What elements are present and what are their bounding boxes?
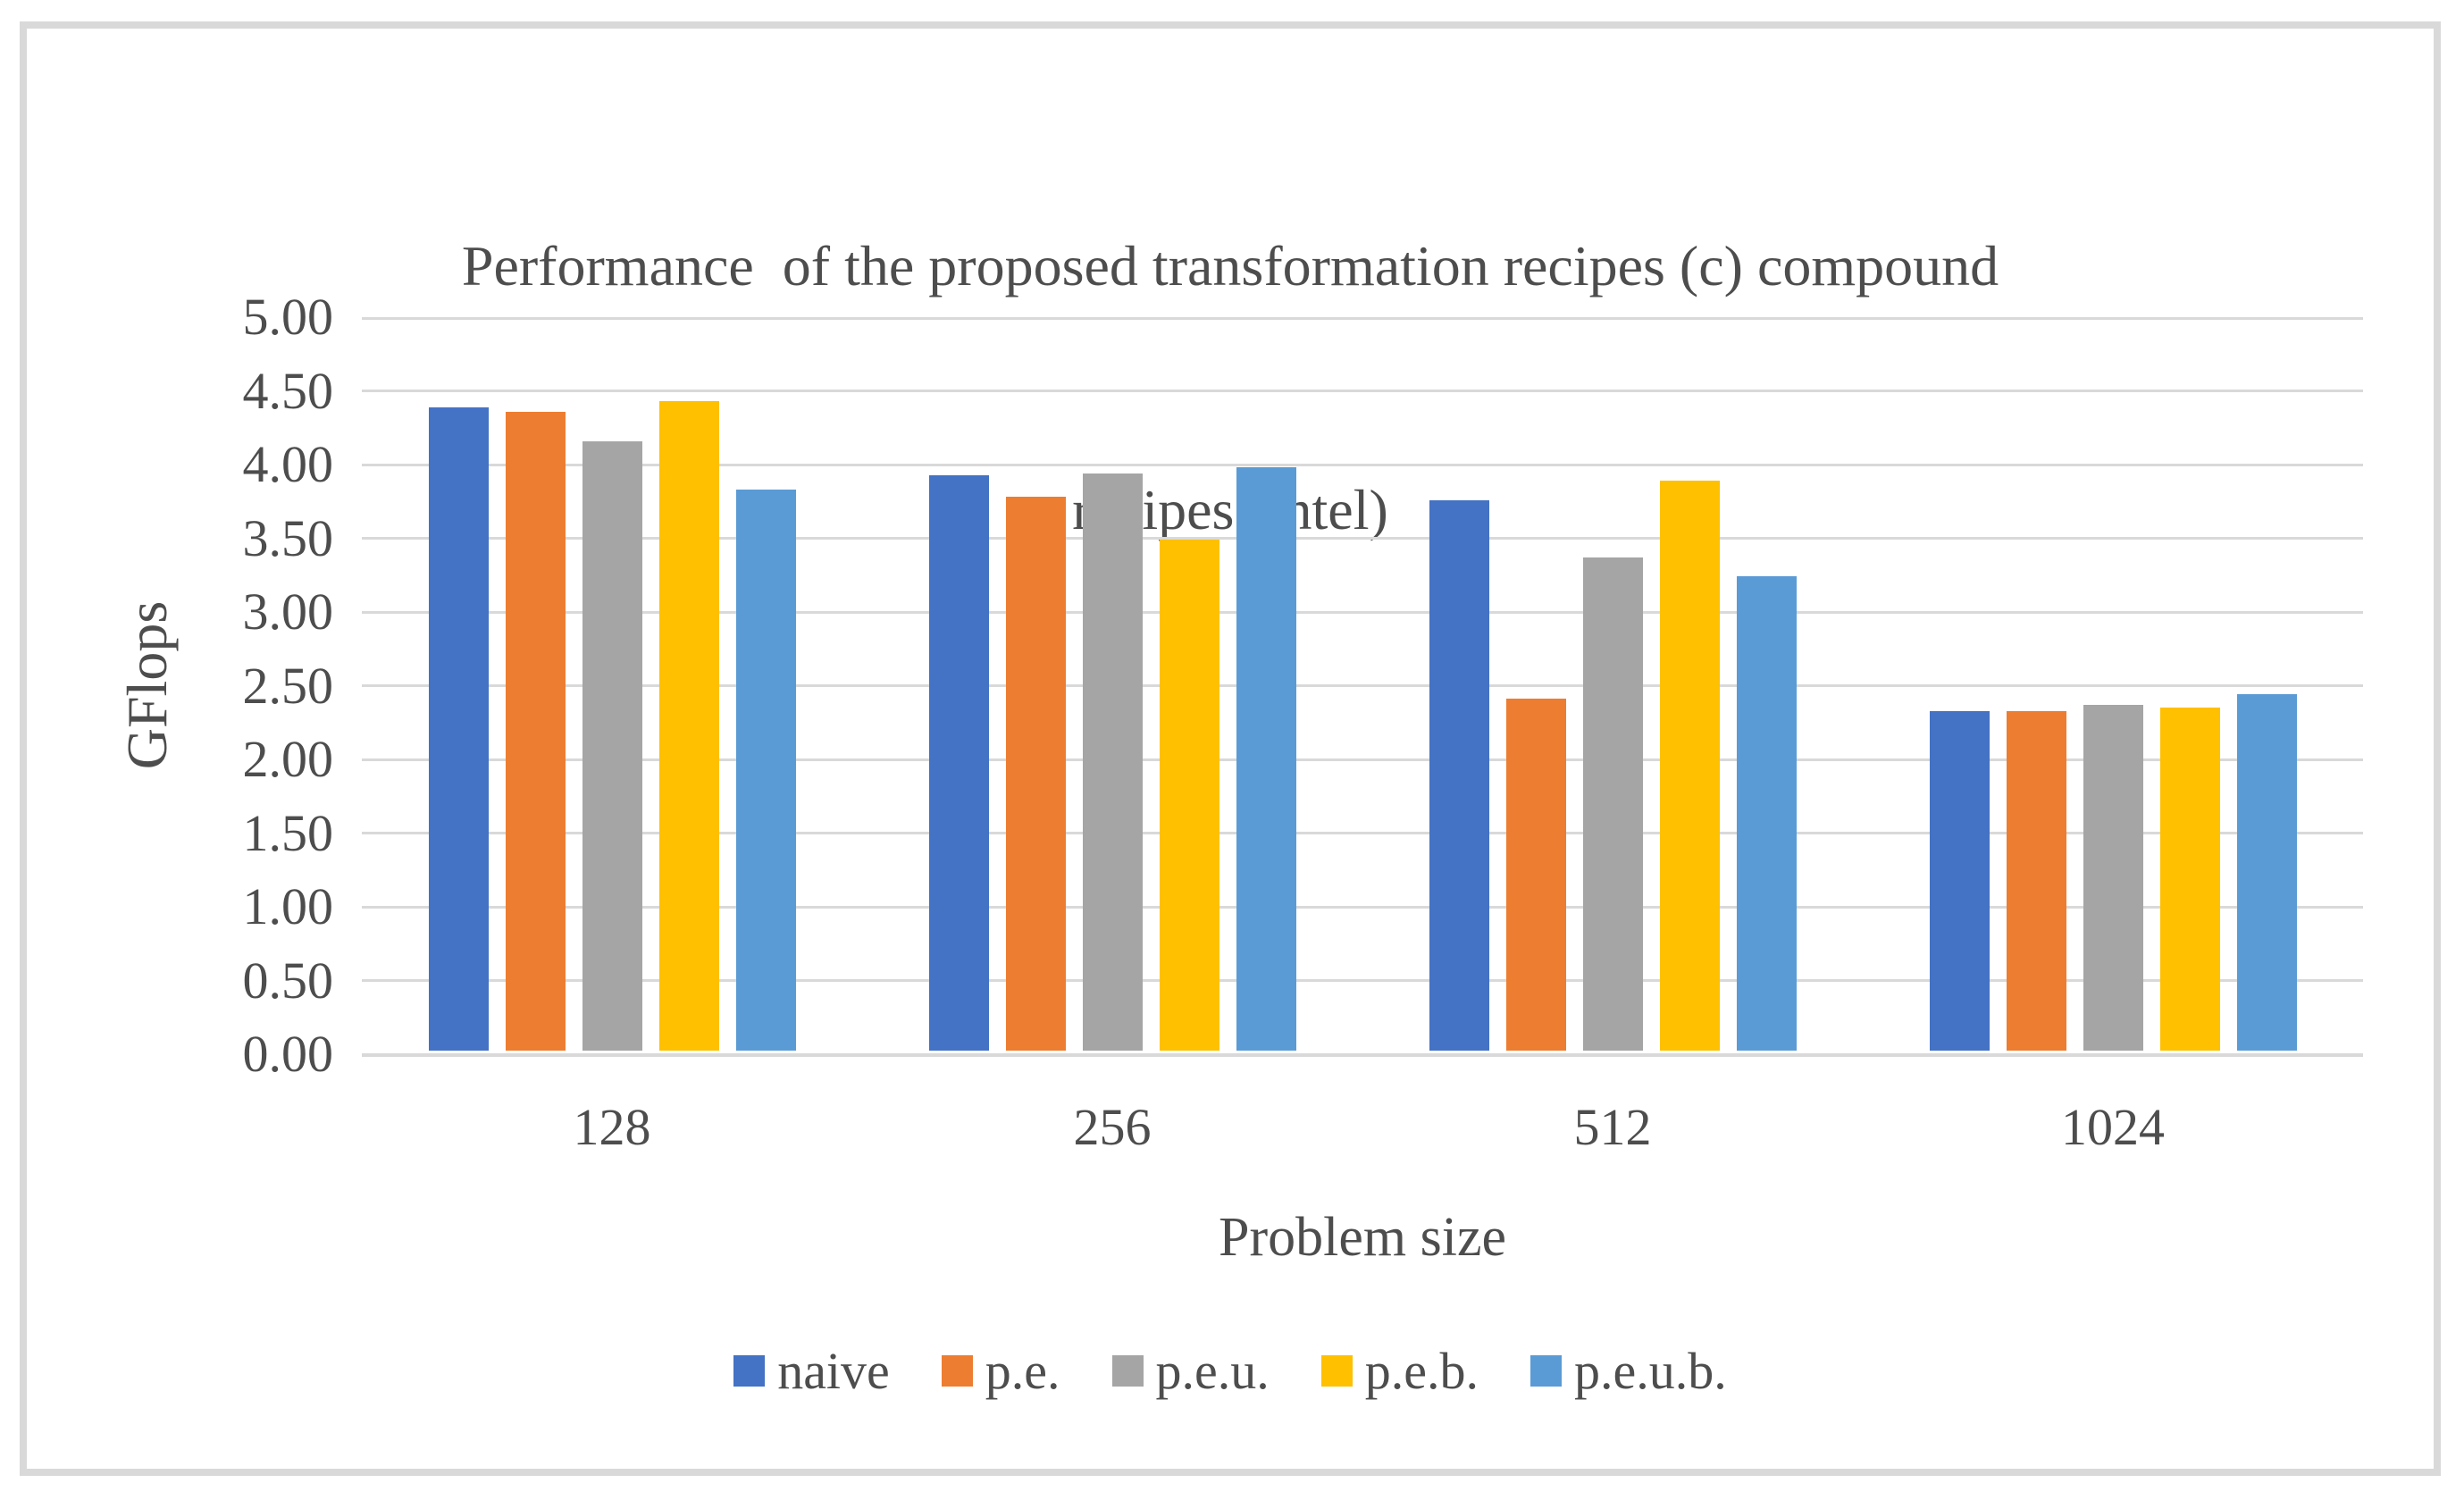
x-tick-label: 512 <box>1573 1098 1652 1156</box>
y-gridline <box>362 758 2363 761</box>
y-tick-label: 0.00 <box>242 1025 334 1083</box>
chart-border-frame: Performance of the proposed transformati… <box>20 21 2441 1476</box>
y-gridline <box>362 979 2363 982</box>
bar-pe-1024 <box>2006 710 2066 1051</box>
legend-marker-peu <box>1111 1354 1144 1387</box>
y-gridline <box>362 610 2363 614</box>
bar-naive-128 <box>428 406 489 1051</box>
y-gridline <box>362 390 2363 392</box>
legend-label: p.e.u. <box>1155 1341 1270 1400</box>
bar-naive-256 <box>928 474 989 1051</box>
x-tick-label: 1024 <box>2061 1098 2165 1156</box>
legend-marker-peub <box>1530 1354 1563 1387</box>
legend-item-peub: p.e.u.b. <box>1530 1341 1727 1401</box>
y-tick-label: 0.50 <box>242 951 334 1010</box>
bar-pe-512 <box>1505 699 1566 1051</box>
y-gridline <box>362 832 2363 834</box>
legend-item-peu: p.e.u. <box>1111 1341 1270 1401</box>
bar-peu-256 <box>1082 473 1143 1051</box>
bar-peb-256 <box>1159 540 1219 1051</box>
legend: naive p.e. p.e.u. p.e.b. p.e.u.b. <box>27 1326 2434 1415</box>
y-gridline <box>362 537 2363 540</box>
y-gridline <box>362 905 2363 909</box>
legend-label: naive <box>777 1341 890 1400</box>
y-tick-label: 2.50 <box>242 656 334 715</box>
y-gridline <box>362 684 2363 687</box>
bar-pe-128 <box>505 411 566 1051</box>
y-gridline <box>362 317 2363 320</box>
x-axis-line <box>362 1052 2363 1057</box>
y-tick-label: 1.00 <box>242 877 334 935</box>
legend-item-peb: p.e.b. <box>1320 1341 1479 1401</box>
bar-peb-1024 <box>2159 708 2220 1051</box>
bar-peu-1024 <box>2083 704 2143 1051</box>
y-tick-label: 3.50 <box>242 508 334 567</box>
legend-item-naive: naive <box>733 1341 890 1401</box>
y-tick-label: 4.50 <box>242 361 334 420</box>
y-gridline <box>362 463 2363 466</box>
legend-label: p.e. <box>985 1341 1060 1400</box>
bar-peub-128 <box>735 490 796 1051</box>
plot-area <box>362 317 2363 1057</box>
bar-peb-128 <box>658 401 719 1051</box>
bar-naive-1024 <box>1929 710 1990 1051</box>
bar-peu-128 <box>582 440 642 1051</box>
legend-label: p.e.b. <box>1364 1341 1479 1400</box>
bar-peb-512 <box>1659 481 1720 1051</box>
legend-label: p.e.u.b. <box>1574 1341 1727 1400</box>
x-axis-title: Problem size <box>1219 1207 1506 1268</box>
legend-item-pe: p.e. <box>941 1341 1060 1401</box>
bar-pe-256 <box>1005 497 1066 1051</box>
legend-marker-peb <box>1320 1354 1353 1387</box>
bar-peub-1024 <box>2236 694 2297 1051</box>
bar-peu-512 <box>1582 557 1643 1051</box>
bar-peub-512 <box>1736 576 1797 1051</box>
y-tick-label: 2.00 <box>242 730 334 788</box>
bar-peub-256 <box>1236 467 1296 1051</box>
x-tick-label: 128 <box>573 1098 651 1156</box>
x-tick-label: 256 <box>1073 1098 1152 1156</box>
legend-marker-pe <box>941 1354 973 1387</box>
y-tick-label: 1.50 <box>242 803 334 862</box>
bar-naive-512 <box>1429 499 1489 1051</box>
legend-marker-naive <box>733 1354 766 1387</box>
y-tick-label: 4.00 <box>242 435 334 493</box>
chart-title-line-1: Performance of the proposed transformati… <box>461 234 1999 297</box>
y-tick-label: 5.00 <box>242 288 334 346</box>
y-tick-label: 3.00 <box>242 582 334 641</box>
